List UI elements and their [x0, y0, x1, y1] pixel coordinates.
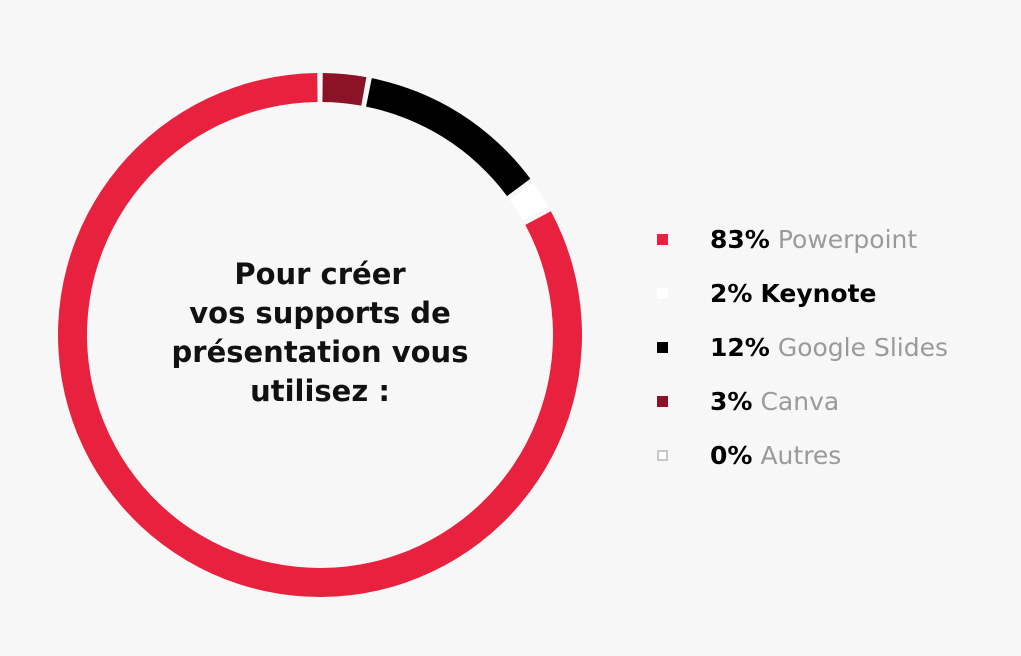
chart-title-line: Pour créer: [234, 257, 406, 291]
legend-swatch: [657, 396, 668, 408]
legend-value: 3%: [710, 387, 753, 417]
legend-swatch: [657, 450, 668, 462]
legend-swatch: [657, 341, 668, 353]
chart-title-line: présentation vous: [171, 335, 469, 369]
legend-label: Canva: [760, 387, 840, 417]
legend-label: Autres: [760, 441, 842, 471]
legend-value: 12%: [710, 332, 770, 362]
slice-keynote: [509, 183, 549, 221]
legend-swatch: [657, 233, 668, 245]
slice-google-slides: [366, 78, 531, 197]
legend-label: Google Slides: [777, 332, 948, 362]
legend-label: Powerpoint: [777, 224, 918, 254]
legend-value: 83%: [710, 224, 770, 254]
legend-item-canva: 3% Canva: [657, 375, 1007, 429]
legend-value: 0%: [710, 441, 753, 471]
legend-item-powerpoint: 83% Powerpoint: [657, 212, 1007, 266]
slice-canva: [322, 73, 367, 106]
chart-title: Pour créer vos supports de présentation vo…: [150, 255, 490, 411]
legend-item-autres: 0% Autres: [657, 429, 1007, 483]
legend-item-keynote: 2% Keynote: [657, 266, 1007, 320]
legend-label: Keynote: [760, 278, 877, 308]
legend-swatch: [657, 287, 668, 299]
legend-value: 2%: [710, 278, 753, 308]
legend-item-google-slides: 12% Google Slides: [657, 320, 1007, 374]
legend: 83% Powerpoint 2% Keynote 12% Google Slides 3%…: [657, 212, 1007, 483]
chart-title-line: utilisez :: [250, 374, 390, 408]
chart-title-line: vos supports de: [189, 296, 451, 330]
